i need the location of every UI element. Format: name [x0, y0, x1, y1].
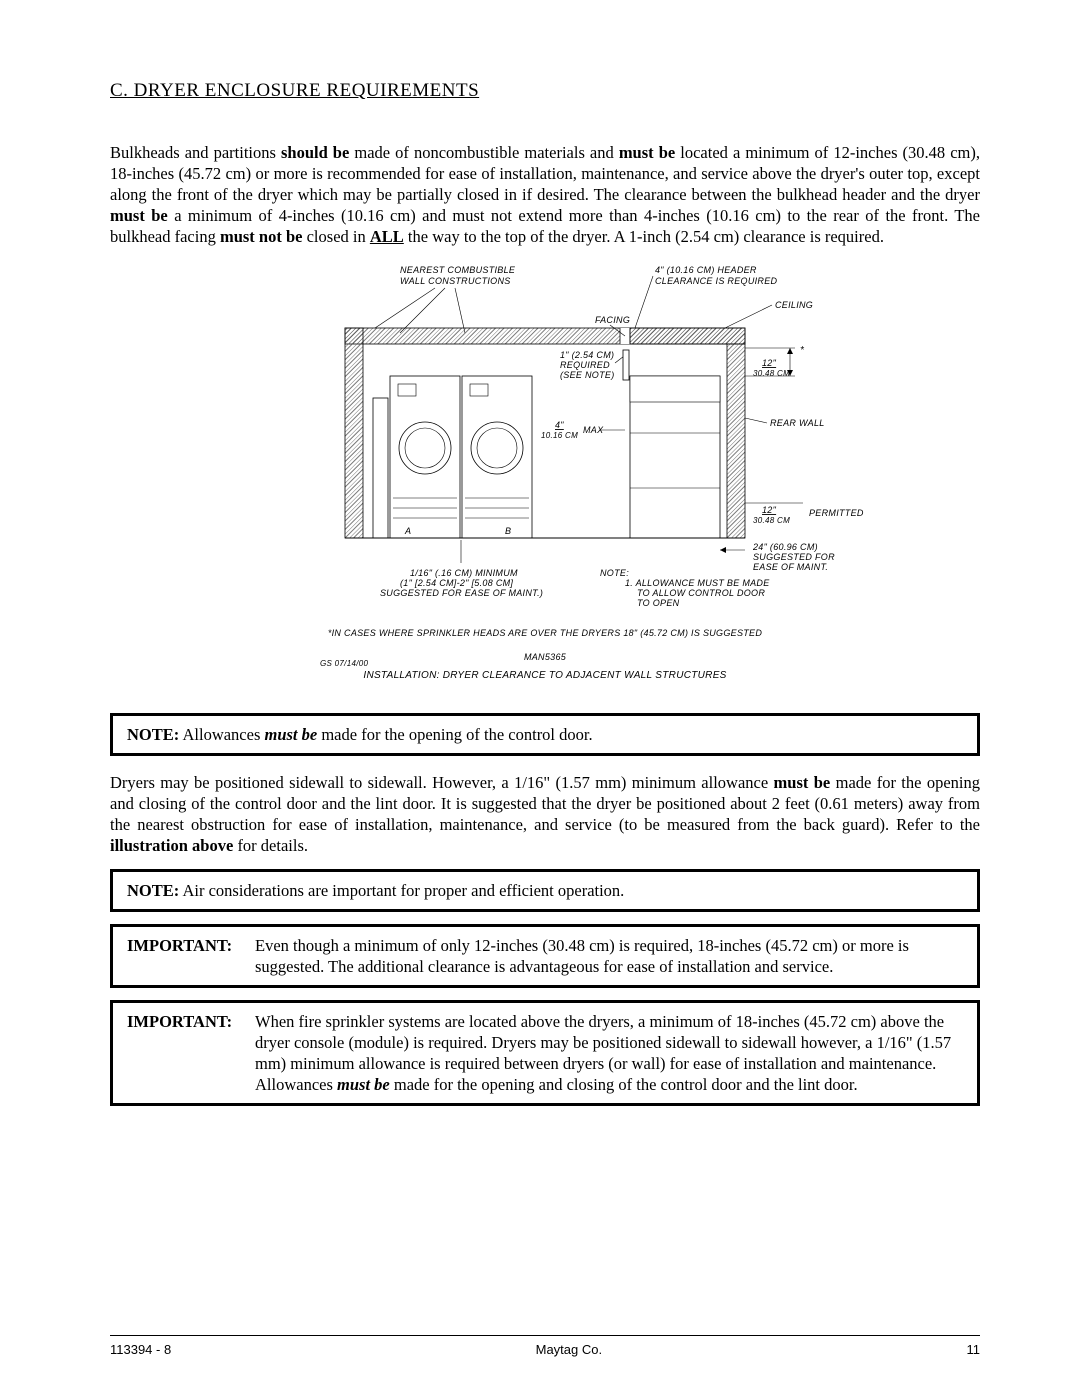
- label-4in-top: 4": [555, 420, 564, 430]
- text: for details.: [233, 836, 308, 855]
- important-box-1: IMPORTANT: Even though a minimum of only…: [110, 924, 980, 988]
- note-text: Allowances: [179, 725, 264, 744]
- important-lead: IMPORTANT:: [127, 935, 255, 977]
- important-text: When fire sprinkler systems are located …: [255, 1011, 963, 1095]
- label-24-b: SUGGESTED FOR: [753, 552, 835, 562]
- important-text: Even though a minimum of only 12-inches …: [255, 935, 963, 977]
- label-16th-a: 1/16" (.16 CM) MINIMUM: [410, 568, 518, 578]
- label-12b-top: 12": [762, 505, 777, 515]
- section-title: C. DRYER ENCLOSURE REQUIREMENTS: [110, 80, 980, 102]
- label-1in-c: (SEE NOTE): [560, 370, 615, 380]
- paragraph-2: Dryers may be positioned sidewall to sid…: [110, 772, 980, 856]
- note-lead: NOTE:: [127, 881, 179, 900]
- important-lead: IMPORTANT:: [127, 1011, 255, 1095]
- text: made for the opening and closing of the …: [390, 1075, 858, 1094]
- label-24-c: EASE OF MAINT.: [753, 562, 828, 572]
- text-bold: must be: [619, 143, 675, 162]
- label-nearest: NEAREST COMBUSTIBLE: [400, 265, 516, 275]
- footer-right: 11: [967, 1342, 981, 1357]
- text: Bulkheads and partitions: [110, 143, 281, 162]
- clearance-diagram: NEAREST COMBUSTIBLE WALL CONSTRUCTIONS 4…: [205, 258, 885, 688]
- label-asterisk: *: [800, 345, 805, 356]
- label-1in-a: 1" (2.54 CM): [560, 350, 614, 360]
- footer-left: 113394 - 8: [110, 1342, 171, 1357]
- label-header-a: 4" (10.16 CM) HEADER: [655, 265, 757, 275]
- text: Dryers may be positioned sidewall to sid…: [110, 773, 774, 792]
- label-rev: GS 07/14/00: [320, 659, 368, 668]
- label-12b-bot: 30.48 CM: [753, 516, 790, 525]
- note-box-1: NOTE: Allowances must be made for the op…: [110, 713, 980, 756]
- diagram-caption: INSTALLATION: DRYER CLEARANCE TO ADJACEN…: [363, 670, 726, 681]
- text: the way to the top of the dryer. A 1-inc…: [404, 227, 884, 246]
- label-rear-wall: REAR WALL: [770, 418, 825, 428]
- label-16th-c: SUGGESTED FOR EASE OF MAINT.): [380, 588, 543, 598]
- label-4in-bot: 10.16 CM: [541, 431, 578, 440]
- text-emph: must be: [337, 1075, 390, 1094]
- label-permitted: PERMITTED: [809, 508, 864, 518]
- label-note-1c: TO OPEN: [637, 598, 680, 608]
- text-bold-underline: ALL: [370, 227, 404, 246]
- important-box-2: IMPORTANT: When fire sprinkler systems a…: [110, 1000, 980, 1106]
- text-bold: should be: [281, 143, 349, 162]
- text: made of noncombustible materials and: [349, 143, 619, 162]
- label-24-a: 24" (60.96 CM): [752, 542, 818, 552]
- text-bold: must not be: [220, 227, 303, 246]
- footer-center: Maytag Co.: [536, 1342, 602, 1357]
- text-bold: illustration above: [110, 836, 233, 855]
- label-a: A: [404, 526, 411, 536]
- label-1in-b: REQUIRED: [560, 360, 610, 370]
- text-bold: must be: [774, 773, 831, 792]
- label-12-bot: 30.48 CM: [753, 369, 790, 378]
- note-emph: must be: [265, 725, 318, 744]
- label-ceiling: CEILING: [775, 300, 813, 310]
- label-note-1b: TO ALLOW CONTROL DOOR: [637, 588, 765, 598]
- note-text: made for the opening of the control door…: [317, 725, 592, 744]
- text-bold: must be: [110, 206, 168, 225]
- label-sprinkler: *IN CASES WHERE SPRINKLER HEADS ARE OVER…: [328, 628, 763, 638]
- paragraph-1: Bulkheads and partitions should be made …: [110, 142, 980, 248]
- note-box-2: NOTE: Air considerations are important f…: [110, 869, 980, 912]
- label-wall-constructions: WALL CONSTRUCTIONS: [400, 276, 511, 286]
- dryer-side-group: [630, 376, 720, 538]
- page: C. DRYER ENCLOSURE REQUIREMENTS Bulkhead…: [0, 0, 1080, 1397]
- page-footer: 113394 - 8 Maytag Co. 11: [110, 1335, 980, 1357]
- label-12-top: 12": [762, 358, 777, 368]
- label-b: B: [505, 526, 511, 536]
- label-facing: FACING: [595, 315, 630, 325]
- note-lead: NOTE:: [127, 725, 179, 744]
- dryer-front-group: A B: [373, 376, 532, 538]
- text: closed in: [302, 227, 369, 246]
- label-16th-b: (1" [2.54 CM]-2" [5.08 CM]: [400, 578, 513, 588]
- note-text: Air considerations are important for pro…: [179, 881, 624, 900]
- diagram-container: NEAREST COMBUSTIBLE WALL CONSTRUCTIONS 4…: [110, 258, 980, 693]
- label-note: NOTE:: [600, 568, 629, 578]
- label-man: MAN5365: [524, 652, 567, 662]
- label-header-b: CLEARANCE IS REQUIRED: [655, 276, 778, 286]
- label-note-1a: 1. ALLOWANCE MUST BE MADE: [625, 578, 770, 588]
